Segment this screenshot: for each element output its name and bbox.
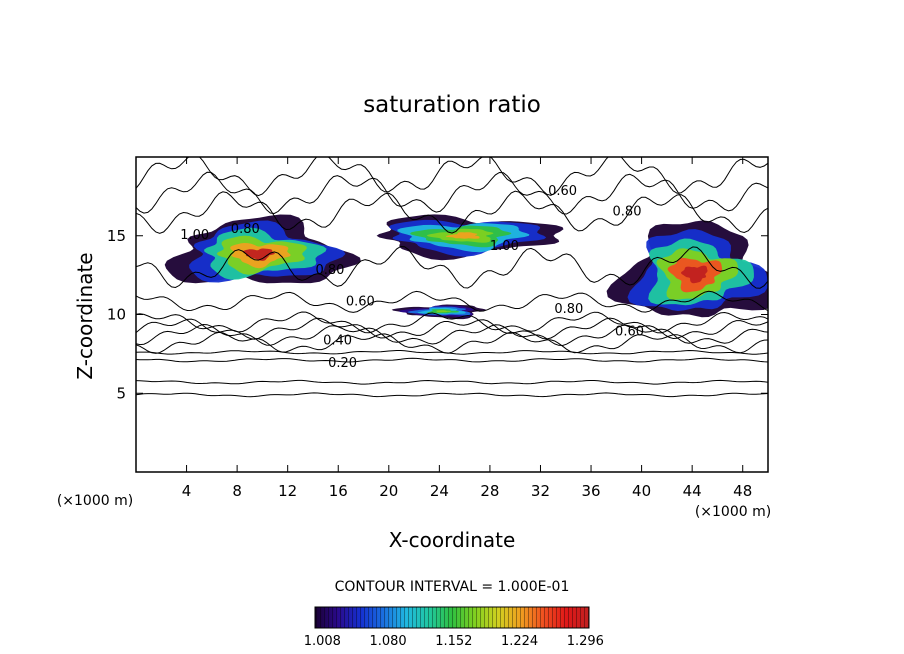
supersaturation-region [243,248,275,261]
contour-interval-text: CONTOUR INTERVAL = 1.000E-01 [335,579,570,595]
y-axis-ticks: 5 10 15 [107,227,768,402]
x-axis-ticks: 4 8 12 16 20 24 28 32 36 40 44 48 [182,157,752,500]
x-tick-label: 32 [531,482,550,500]
x-tick-label: 8 [232,482,242,500]
x-tick-label: 44 [683,482,702,500]
contour-label: 0.80 [554,302,583,317]
contour-line [136,190,768,234]
contour-line [136,331,768,354]
x-tick-label: 20 [379,482,398,500]
colorbar-tick-label: 1.080 [369,634,406,649]
colorbar-tick-label: 1.224 [501,634,538,649]
colorbar-tick-label: 1.296 [567,634,604,649]
contour-line [136,171,768,215]
colorbar-stripes [315,607,589,628]
chart-title: saturation ratio [363,92,541,118]
contour-label: 0.60 [346,294,375,309]
supersaturation-fills [164,214,768,320]
x-tick-label: 36 [581,482,600,500]
contour-line [136,379,768,385]
contour-label: 0.60 [615,324,644,339]
x-axis-label: X-coordinate [389,528,516,552]
contour-label: 0.80 [231,222,260,237]
y-axis-label: Z-coordinate [73,252,97,379]
x-tick-label: 4 [182,482,192,500]
contour-label: 0.20 [328,356,357,371]
contour-labels: 0.60 0.80 0.80 1.00 1.00 0.80 0.60 0.80 0.60 0.40… [180,184,644,371]
contour-label: 0.80 [315,263,344,278]
x-unit-left: (×1000 m) [57,493,133,509]
contour-line [136,392,768,398]
contour-line [136,311,768,334]
x-tick-label: 28 [480,482,499,500]
colorbar-tick-label: 1.152 [435,634,472,649]
x-unit-right: (×1000 m) [695,504,771,520]
contour-line [136,317,768,340]
y-tick-label: 5 [116,384,126,402]
contour-label: 1.00 [490,239,519,254]
x-tick-label: 48 [733,482,752,500]
supersaturation-region [681,265,708,284]
contour-label: 0.60 [548,184,577,199]
contour-lines [136,157,768,398]
contour-line [136,290,768,313]
contour-line [136,245,768,289]
colorbar-tick-label: 1.008 [304,634,341,649]
x-tick-label: 24 [430,482,449,500]
x-tick-label: 16 [329,482,348,500]
supersaturation-region [445,232,480,239]
y-tick-label: 10 [107,306,126,324]
x-tick-label: 12 [278,482,297,500]
contour-line [136,357,768,363]
supersaturation-region [435,310,451,313]
y-tick-label: 15 [107,227,126,245]
contour-label: 0.40 [323,334,352,349]
contour-label: 0.80 [613,205,642,220]
x-tick-label: 40 [632,482,651,500]
colorbar-ticks: 1.008 1.080 1.152 1.224 1.296 [304,634,604,649]
contour-line [136,157,768,197]
contour-label: 1.00 [180,228,209,243]
contour-line [136,349,768,355]
